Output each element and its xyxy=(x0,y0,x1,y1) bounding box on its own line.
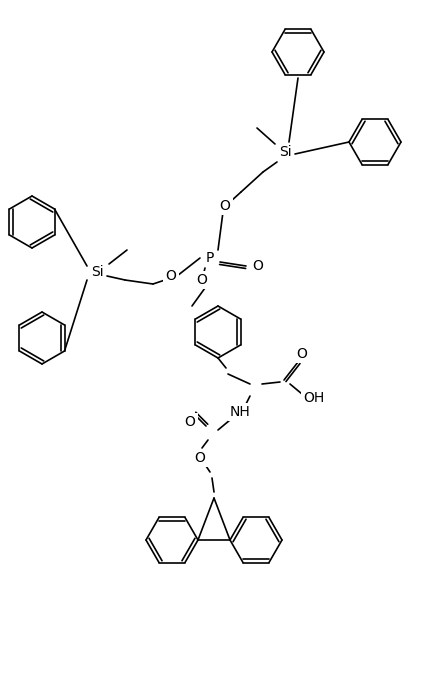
Text: O: O xyxy=(165,269,176,283)
Text: OH: OH xyxy=(304,391,325,405)
Text: P: P xyxy=(206,251,214,265)
Text: Si: Si xyxy=(91,265,103,279)
Text: O: O xyxy=(253,259,263,273)
Text: O: O xyxy=(184,415,195,429)
Text: O: O xyxy=(296,347,307,361)
Text: O: O xyxy=(195,451,206,465)
Text: Si: Si xyxy=(279,145,291,159)
Text: NH: NH xyxy=(230,405,251,419)
Text: O: O xyxy=(197,273,207,287)
Text: O: O xyxy=(220,199,230,213)
